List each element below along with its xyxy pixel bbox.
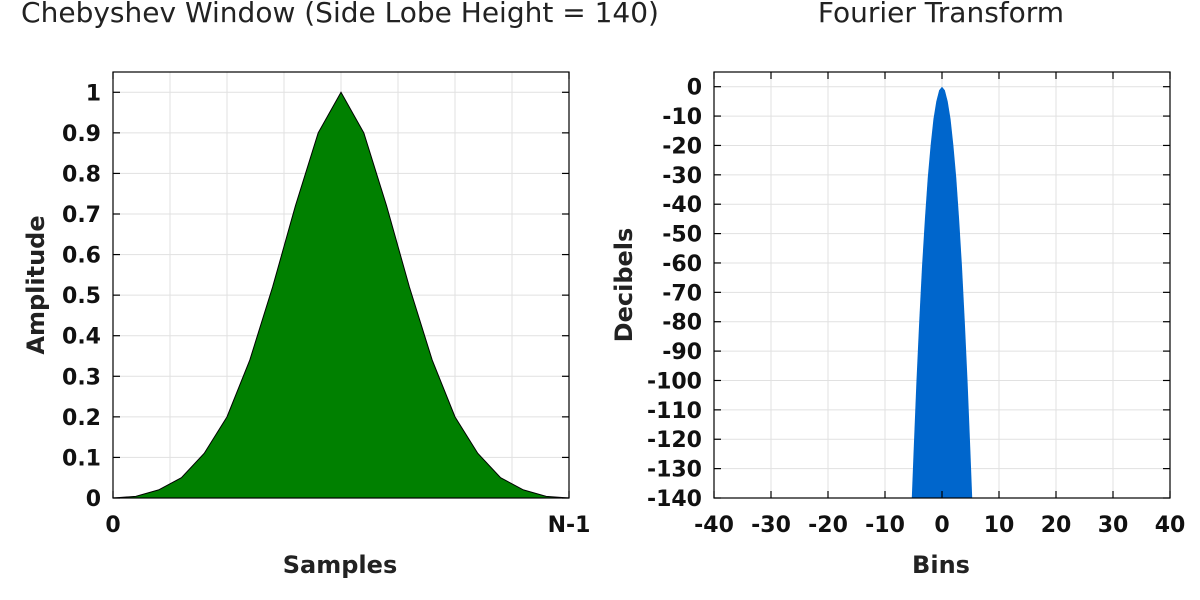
chart1-ytick-label: 0 <box>86 487 101 512</box>
chart2-x-axis-label: Bins <box>912 551 970 579</box>
chart2-ytick-label: -100 <box>647 369 702 394</box>
chart1-title: Chebyshev Window (Side Lobe Height = 140… <box>21 0 659 29</box>
chart2-ytick-label: -60 <box>662 252 702 277</box>
chart2-ytick-label: -50 <box>662 223 702 248</box>
chart2-xtick-label: 30 <box>1098 513 1129 538</box>
chart2-ytick-label: -90 <box>662 340 702 365</box>
chart1-xtick-label: N-1 <box>548 513 591 538</box>
chart1-plot-frame <box>112 71 570 499</box>
chart2-xtick-label: 10 <box>984 513 1015 538</box>
chart1-ytick-label: 0.1 <box>62 446 101 471</box>
chart2-xtick-label: 0 <box>934 513 949 538</box>
chart2-ytick-label: 0 <box>687 76 702 101</box>
chart1-ytick-label: 0.7 <box>62 203 101 228</box>
chart1-area <box>112 91 570 499</box>
chart2-xtick-label: -10 <box>865 513 905 538</box>
chart2-title: Fourier Transform <box>818 0 1064 29</box>
chart2-ytick-label: -80 <box>662 311 702 336</box>
chart1-ytick-label: 1 <box>86 81 101 106</box>
chart2-y-axis-label: Decibels <box>610 228 638 343</box>
chart1-x-axis-label: Samples <box>283 551 397 579</box>
chart2-xtick-label: 20 <box>1041 513 1072 538</box>
chart2-xtick-label: -40 <box>694 513 734 538</box>
chart2-area <box>911 86 973 498</box>
chart2-ytick-label: -10 <box>662 105 702 130</box>
chart1-ytick-label: 0.6 <box>62 244 101 269</box>
chart1-ytick-label: 0.8 <box>62 162 101 187</box>
chart1-ytick-label: 0.3 <box>62 365 101 390</box>
chart1-xtick-label: 0 <box>105 513 120 538</box>
chart2-ytick-label: -110 <box>647 399 702 424</box>
chart2-ytick-label: -20 <box>662 134 702 159</box>
chart2-ytick-label: -130 <box>647 458 702 483</box>
chart1-ytick-label: 0.2 <box>62 406 101 431</box>
chart1-y-axis-label: Amplitude <box>22 215 50 354</box>
chart2-ytick-label: -120 <box>647 428 702 453</box>
chart2-ytick-label: -40 <box>662 193 702 218</box>
chart1-ytick-label: 0.9 <box>62 122 101 147</box>
chart2-xtick-label: -20 <box>808 513 848 538</box>
chart1-ytick-label: 0.5 <box>62 284 101 309</box>
chart1-ytick-label: 0.4 <box>62 325 101 350</box>
chart2-xtick-label: 40 <box>1155 513 1186 538</box>
chart2-xtick-label: -30 <box>751 513 791 538</box>
chart2-ytick-label: -70 <box>662 281 702 306</box>
chart2-ytick-label: -30 <box>662 164 702 189</box>
chart2-ytick-label: -140 <box>647 487 702 512</box>
